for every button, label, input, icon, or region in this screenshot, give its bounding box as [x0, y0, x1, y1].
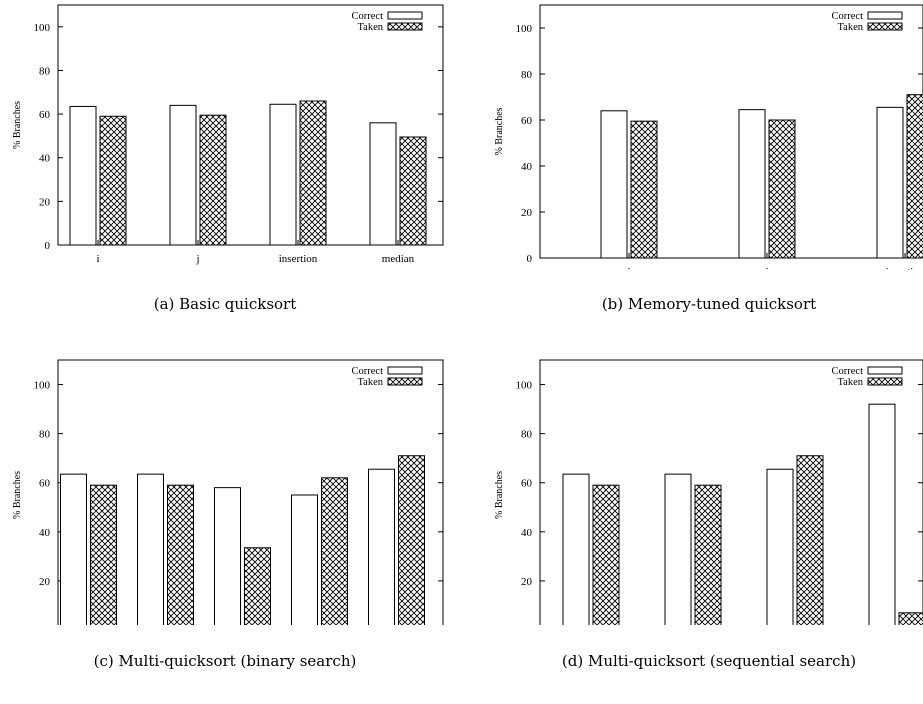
y-tick-label: 0 [45, 240, 51, 252]
plot-frame [539, 359, 923, 625]
bar-correct-4 [291, 494, 318, 625]
bar-taken-2 [694, 484, 722, 625]
plot-frame [57, 359, 444, 625]
legend-label-correct: Correct [352, 11, 384, 22]
bar-correct-2 [137, 473, 164, 625]
x-tick-label: j [764, 266, 768, 270]
legend-swatch-taken [387, 377, 423, 386]
bar-correct-2 [664, 473, 692, 625]
bar-correct-2 [738, 109, 766, 259]
bar-correct-3 [214, 487, 241, 625]
legend-swatch-correct [867, 11, 903, 20]
legend-label-taken: Taken [837, 22, 863, 33]
legend-swatch-correct [387, 11, 423, 20]
plot-frame [57, 4, 444, 246]
bar-taken-3 [244, 547, 271, 625]
bar-taken-1 [592, 484, 620, 625]
y-tick-label: 40 [39, 527, 51, 539]
legend-label-taken: Taken [357, 22, 383, 33]
x-tick-label: i [627, 266, 630, 270]
caption-a: (a) Basic quicksort [153, 295, 297, 313]
y-tick-label: 40 [521, 527, 533, 539]
y-tick-label: 80 [39, 65, 51, 77]
bar-correct-5 [368, 468, 395, 625]
y-tick-label: 20 [521, 207, 533, 219]
y-axis-label: % Branches [12, 101, 23, 149]
bar-correct-4 [369, 122, 397, 246]
bar-taken-3 [299, 100, 327, 246]
y-tick-label: 100 [516, 380, 533, 392]
legend-label-correct: Correct [352, 366, 384, 377]
y-tick-label: 20 [521, 576, 533, 588]
y-axis-label: % Branches [495, 471, 505, 519]
y-tick-label: 0 [527, 253, 533, 265]
y-tick-label: 80 [521, 429, 533, 441]
y-tick-label: 40 [521, 161, 533, 173]
bar-taken-1 [630, 120, 658, 259]
legend-label-correct: Correct [832, 366, 864, 377]
caption-c: (c) Multi-quicksort (binary search) [93, 652, 357, 670]
y-axis-label: % Branches [495, 107, 505, 155]
chart-panel-b: 0 20 40 60 80 100 % Branches i j insertion Correct… [495, 4, 923, 270]
bar-taken-2 [199, 114, 227, 246]
y-tick-label: 100 [34, 380, 51, 392]
bar-taken-2 [167, 484, 194, 625]
y-tick-label: 60 [521, 478, 533, 490]
bar-correct-3 [269, 103, 297, 246]
chart-panel-a: 0 20 40 60 80 100 % Branches i j insertion median C… [12, 4, 444, 265]
bar-correct-1 [69, 105, 97, 246]
y-tick-label: 100 [34, 22, 51, 34]
x-tick-label: insertion [279, 253, 318, 265]
legend-swatch-taken [387, 22, 423, 31]
legend-label-taken: Taken [357, 377, 383, 388]
bar-correct-4 [868, 403, 896, 625]
bar-taken-3 [906, 94, 923, 259]
x-tick-label: median [382, 253, 415, 265]
legend-label-taken: Taken [837, 377, 863, 388]
bar-taken-1 [90, 484, 117, 625]
bar-taken-5 [398, 455, 425, 625]
bar-taken-3 [796, 455, 824, 625]
legend-swatch-taken [867, 377, 903, 386]
y-tick-label: 40 [39, 153, 51, 165]
y-tick-label: 60 [39, 478, 51, 490]
legend-label-correct: Correct [832, 11, 864, 22]
y-tick-label: 20 [39, 576, 51, 588]
bar-correct-1 [600, 110, 628, 259]
bar-correct-1 [60, 473, 87, 625]
bar-correct-2 [169, 104, 197, 246]
x-tick-label: i [96, 253, 99, 265]
plot-frame [539, 4, 923, 259]
caption-b: (b) Memory-tuned quicksort [601, 295, 817, 313]
y-axis-label: % Branches [12, 471, 23, 519]
y-tick-label: 100 [516, 23, 533, 35]
bar-taken-4 [321, 477, 348, 625]
bar-taken-4 [399, 136, 427, 246]
bar-correct-1 [562, 473, 590, 625]
y-tick-label: 80 [39, 429, 51, 441]
bar-taken-2 [768, 119, 796, 259]
caption-d: (d) Multi-quicksort (sequential search) [561, 652, 857, 670]
y-tick-label: 20 [39, 196, 51, 208]
legend-swatch-taken [867, 22, 903, 31]
y-tick-label: 80 [521, 69, 533, 81]
legend-swatch-correct [387, 366, 423, 375]
bar-correct-3 [766, 468, 794, 625]
y-tick-label: 60 [39, 109, 51, 121]
x-tick-label: insertion [886, 266, 923, 270]
x-tick-label: j [195, 253, 199, 265]
y-tick-label: 60 [521, 115, 533, 127]
bar-taken-4 [898, 612, 923, 625]
bar-taken-1 [99, 115, 127, 246]
legend-swatch-correct [867, 366, 903, 375]
bar-correct-3 [876, 106, 904, 259]
